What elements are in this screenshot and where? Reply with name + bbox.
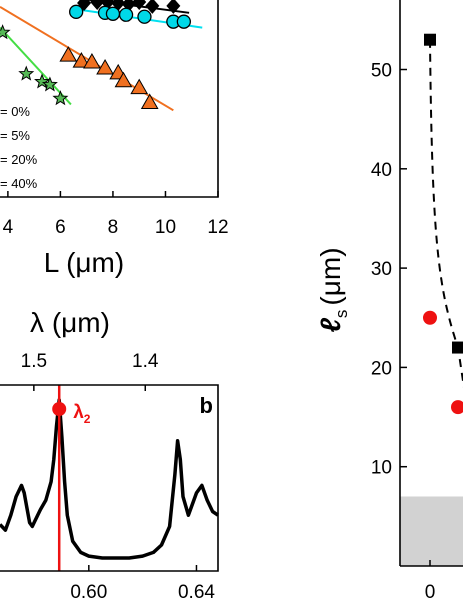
x-tick-label: 0.64	[178, 582, 215, 599]
x-tick-label: 0.60	[70, 582, 107, 599]
legend-entry: = 0%	[0, 104, 30, 119]
axes-frame	[0, 384, 219, 572]
circle-point	[105, 6, 121, 21]
marker-label: λ2	[73, 402, 91, 426]
x-tick-label: 10	[155, 217, 176, 238]
marker-label-subscript: 2	[84, 412, 91, 426]
diamond-point	[90, 0, 105, 10]
diamond-point	[111, 0, 126, 11]
x-tick-label: 8	[108, 217, 119, 238]
circle-point	[423, 310, 437, 325]
triangle-point	[83, 53, 101, 69]
panel-label: b	[200, 393, 213, 418]
x-tick-labels: 4 6 8 10 12	[3, 191, 229, 238]
shaded-band	[400, 496, 463, 566]
svg-text:ℓs(μm): ℓs (μm)	[315, 247, 351, 332]
y-tick-label: 50	[371, 61, 392, 82]
x-tick-label: 6	[55, 217, 66, 238]
triangle-point	[96, 58, 114, 75]
y-label-symbol: ℓ	[315, 318, 346, 333]
legend-entry: = 5%	[0, 128, 30, 143]
panel-right: 10 20 30 40 50 0 ℓs (μm)	[315, 0, 463, 599]
circle-point	[69, 4, 84, 19]
x-tick-label: 12	[207, 217, 228, 238]
y-label-subscript: s	[332, 310, 351, 319]
legend: = 0% = 5% = 20% = 40%	[0, 104, 38, 191]
diamond-point	[121, 0, 136, 12]
diamond-point	[100, 0, 115, 10]
top-tick-label: 1.5	[21, 351, 47, 372]
data-points	[423, 33, 463, 415]
square-point	[424, 33, 436, 46]
triangle-point	[140, 93, 159, 109]
x-tick-label: 4	[3, 217, 14, 238]
top-axis-label: λ (μm)	[30, 307, 110, 338]
top-tick-label: 1.4	[132, 351, 159, 372]
legend-entry: = 20%	[0, 152, 38, 167]
x-tick-label: 0	[425, 582, 436, 599]
diamond-point	[132, 0, 147, 10]
y-tick-label: 10	[371, 458, 392, 479]
triangle-point	[59, 46, 78, 62]
data-points	[0, 0, 192, 109]
diamond-point	[77, 0, 92, 11]
marker-dot	[52, 402, 67, 416]
circle-point	[118, 7, 134, 22]
x-axis-label: L (μm)	[44, 247, 124, 278]
y-label-unit: (μm)	[315, 247, 346, 305]
spectrum-curve	[0, 398, 219, 560]
y-tick-label: 30	[371, 259, 392, 280]
spectrum-line	[0, 398, 219, 560]
panel-b: λ (μm) 1.5 1.4 λ2 b 0.60 0.64	[0, 307, 219, 599]
panel-top-left: 4 6 8 10 12 L (μm) = 0% = 5% = 20% = 40%	[0, 0, 229, 278]
bottom-tick-labels: 0.60 0.64	[70, 565, 215, 599]
legend-entry: = 40%	[0, 176, 38, 191]
axes-frame	[0, 0, 219, 198]
y-tick-label: 20	[371, 358, 392, 379]
marker-label-symbol: λ	[73, 402, 84, 423]
diamond-point	[166, 0, 181, 14]
wavelength-marker: λ2	[52, 385, 91, 571]
dashed-fit	[429, 39, 463, 388]
star-point	[52, 90, 69, 106]
star-point	[0, 24, 11, 40]
star-point	[18, 65, 35, 81]
triangle-point	[130, 78, 149, 95]
dashed-curve	[429, 39, 463, 388]
star-point	[41, 76, 58, 92]
triangle-point	[114, 71, 133, 88]
square-point	[452, 341, 463, 354]
circle-point	[137, 9, 152, 24]
circle-point	[451, 400, 463, 415]
diamond-point	[145, 0, 160, 14]
triangle-point	[72, 52, 91, 68]
y-tick-label: 40	[371, 160, 392, 181]
star-point	[34, 73, 51, 89]
y-tick-labels: 10 20 30 40 50	[371, 61, 407, 479]
y-axis-label: ℓs (μm)	[315, 247, 351, 332]
fit-line	[0, 26, 72, 106]
x-tick-labels: 0	[425, 560, 436, 599]
circle-point	[176, 14, 192, 29]
top-tick-labels: 1.5 1.4	[21, 351, 159, 391]
